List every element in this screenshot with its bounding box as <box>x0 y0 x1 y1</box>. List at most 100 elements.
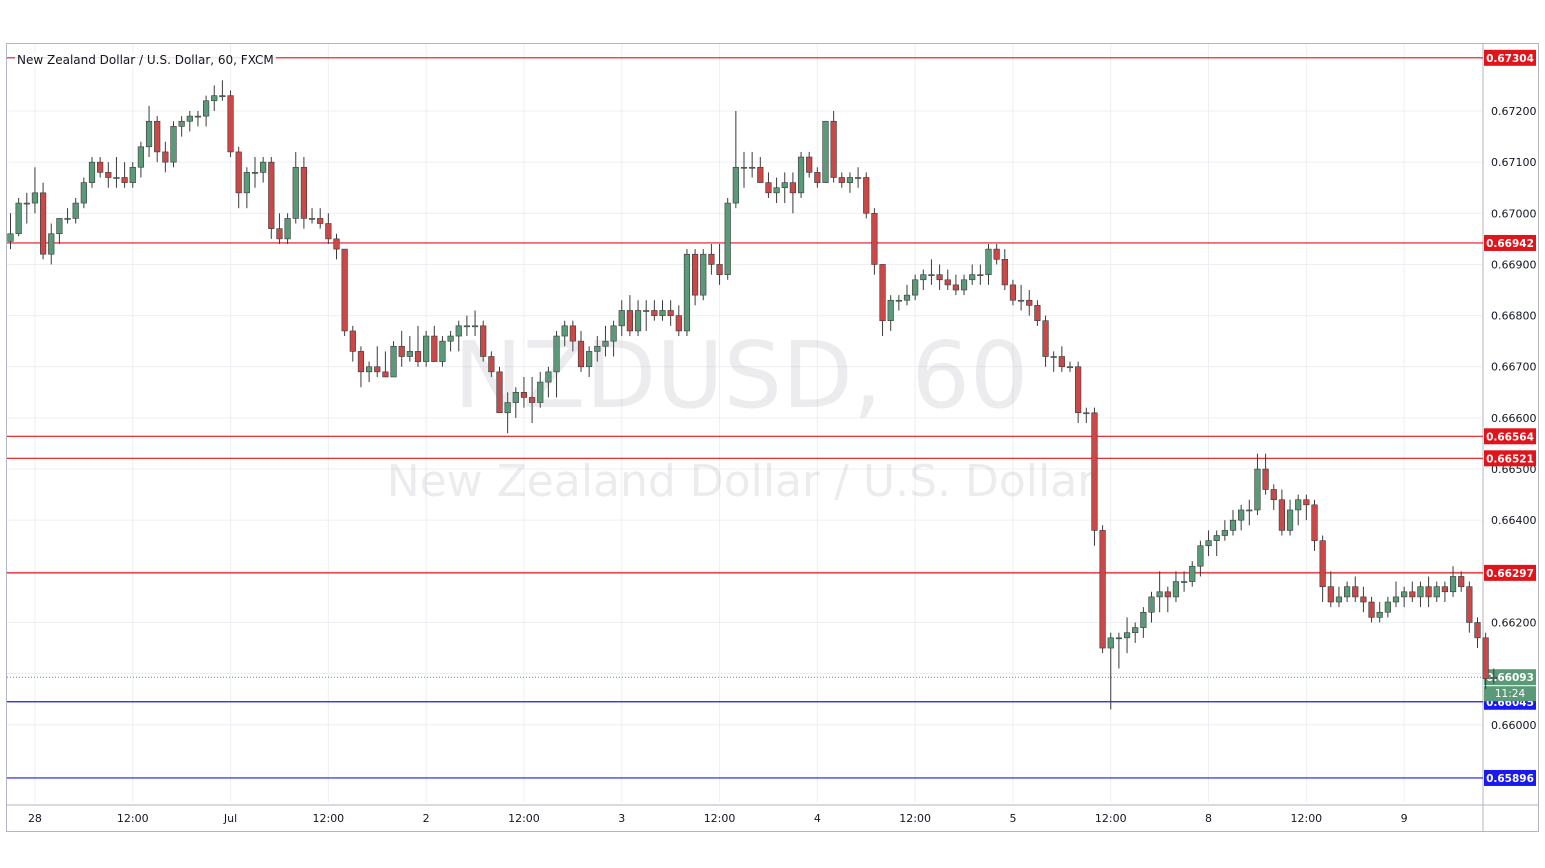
candle-body[interactable] <box>903 294 911 301</box>
candle-body[interactable] <box>757 166 764 183</box>
candle-body[interactable] <box>1449 576 1457 593</box>
candle-body[interactable] <box>1425 586 1432 598</box>
candle-body[interactable] <box>822 120 829 183</box>
candle-body[interactable] <box>749 166 756 169</box>
candle-body[interactable] <box>447 335 454 342</box>
candle-body[interactable] <box>268 161 275 229</box>
candle-body[interactable] <box>1017 299 1025 302</box>
candle-body[interactable] <box>928 274 935 276</box>
candle-body[interactable] <box>724 202 731 275</box>
candle-body[interactable] <box>308 218 316 220</box>
candle-body[interactable] <box>586 351 593 368</box>
candle-body[interactable] <box>1205 540 1212 547</box>
candle-body[interactable] <box>1050 356 1057 358</box>
candle-body[interactable] <box>480 325 487 357</box>
candle-body[interactable] <box>1172 581 1180 598</box>
candle-body[interactable] <box>1156 591 1163 598</box>
candle-body[interactable] <box>137 146 145 168</box>
candle-body[interactable] <box>186 115 193 122</box>
candle-body[interactable] <box>390 345 397 378</box>
candle-body[interactable] <box>944 279 951 286</box>
candle-body[interactable] <box>439 340 446 362</box>
candle-body[interactable] <box>569 325 576 342</box>
candle-body[interactable] <box>789 182 796 194</box>
candle-body[interactable] <box>349 330 356 352</box>
candle-body[interactable] <box>317 218 324 224</box>
candle-body[interactable] <box>1009 284 1017 301</box>
candle-body[interactable] <box>634 310 642 332</box>
candle-body[interactable] <box>48 233 55 255</box>
candle-body[interactable] <box>912 279 919 296</box>
candle-body[interactable] <box>1213 535 1220 541</box>
candle-body[interactable] <box>235 151 242 194</box>
candle-body[interactable] <box>1433 586 1440 598</box>
candle-body[interactable] <box>423 335 430 362</box>
candle-body[interactable] <box>626 310 633 332</box>
candle-body[interactable] <box>1026 299 1033 306</box>
candle-body[interactable] <box>105 172 112 178</box>
candle-body[interactable] <box>1058 356 1065 368</box>
candle-body[interactable] <box>985 248 992 275</box>
candle-body[interactable] <box>1286 509 1294 531</box>
candle-body[interactable] <box>113 177 120 179</box>
candle-body[interactable] <box>1042 320 1049 357</box>
candle-body[interactable] <box>64 218 71 220</box>
candle-body[interactable] <box>781 182 788 189</box>
candle-body[interactable] <box>243 172 250 194</box>
candle-body[interactable] <box>732 166 739 204</box>
candle-body[interactable] <box>1344 586 1351 598</box>
candle-body[interactable] <box>920 274 927 281</box>
candle-body[interactable] <box>618 310 625 327</box>
candle-body[interactable] <box>341 248 348 332</box>
candle-body[interactable] <box>145 120 153 148</box>
candle-body[interactable] <box>610 325 617 342</box>
candle-body[interactable] <box>1132 627 1139 634</box>
candle-body[interactable] <box>88 161 96 183</box>
candle-body[interactable] <box>969 274 976 281</box>
candle-body[interactable] <box>993 248 1000 260</box>
candle-body[interactable] <box>1001 259 1008 286</box>
candle-body[interactable] <box>936 274 943 281</box>
candle-body[interactable] <box>952 284 959 291</box>
candle-body[interactable] <box>1278 499 1285 531</box>
candle-body[interactable] <box>602 340 609 347</box>
candle-body[interactable] <box>512 392 519 403</box>
candle-body[interactable] <box>1107 637 1114 649</box>
candle-body[interactable] <box>292 166 299 219</box>
candle-body[interactable] <box>170 126 177 163</box>
candle-body[interactable] <box>773 187 780 194</box>
candle-body[interactable] <box>577 340 585 368</box>
candle-body[interactable] <box>879 264 886 322</box>
candle-body[interactable] <box>700 253 707 296</box>
candle-body[interactable] <box>1270 489 1277 501</box>
candle-body[interactable] <box>1368 601 1375 618</box>
candle-body[interactable] <box>838 177 845 183</box>
candle-body[interactable] <box>740 166 748 169</box>
candle-body[interactable] <box>643 310 650 312</box>
candle-body[interactable] <box>203 100 210 117</box>
candle-body[interactable] <box>496 371 503 414</box>
candle-body[interactable] <box>121 177 128 183</box>
candle-body[interactable] <box>1075 366 1082 414</box>
candle-body[interactable] <box>72 202 79 219</box>
candle-body[interactable] <box>1254 468 1261 511</box>
candle-body[interactable] <box>56 218 63 235</box>
candle-body[interactable] <box>765 182 772 194</box>
candle-body[interactable] <box>1490 676 1497 680</box>
candle-body[interactable] <box>1376 611 1383 618</box>
candle-body[interactable] <box>1229 519 1237 531</box>
candle-body[interactable] <box>178 120 185 127</box>
candle-body[interactable] <box>398 345 405 357</box>
candle-body[interactable] <box>1311 504 1318 541</box>
candle-body[interactable] <box>1189 565 1196 582</box>
candle-body[interactable] <box>365 366 373 373</box>
candle-body[interactable] <box>797 156 805 194</box>
candle-body[interactable] <box>284 218 291 240</box>
candle-body[interactable] <box>325 223 332 240</box>
candle-body[interactable] <box>1482 637 1489 680</box>
candle-body[interactable] <box>504 402 511 414</box>
candle-body[interactable] <box>1392 596 1400 603</box>
candle-body[interactable] <box>414 351 422 362</box>
candle-body[interactable] <box>471 325 479 328</box>
